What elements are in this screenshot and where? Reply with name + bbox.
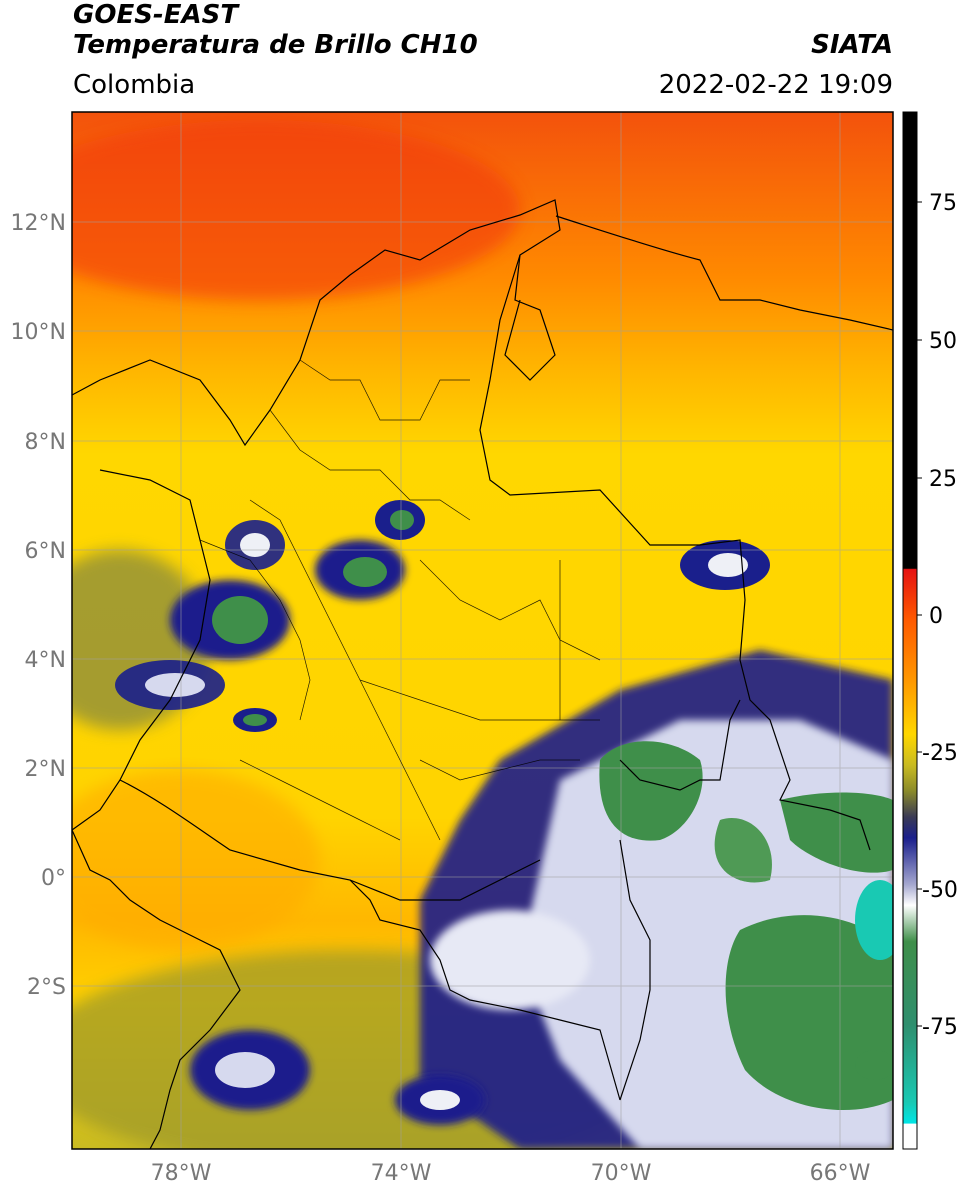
lon-tick-label: 78°W (151, 1161, 212, 1186)
lon-tick-label: 66°W (810, 1161, 871, 1186)
graticule (72, 112, 893, 1149)
title-product: Temperatura de Brillo CH10 (73, 30, 478, 60)
colorbar-tick-label: -75 (922, 1015, 958, 1040)
lat-tick-label: 12°N (11, 211, 66, 236)
colorbar-tick-label: 50 (929, 329, 957, 354)
colorbar-tick-label: -25 (922, 741, 958, 766)
colorbar-tick-label: 25 (929, 467, 957, 492)
colorbar-tick-label: -50 (922, 878, 958, 903)
colorbar-tick-label: 75 (929, 191, 957, 216)
lat-tick-label: 2°N (25, 757, 66, 782)
lat-tick-label: 0° (41, 866, 66, 891)
lat-tick-label: 6°N (25, 539, 66, 564)
region-label: Colombia (73, 70, 196, 100)
organization-label: SIATA (811, 30, 893, 60)
lon-tick-label: 74°W (371, 1161, 432, 1186)
colorbar-tick-label: 0 (929, 604, 943, 629)
lat-tick-label: 10°N (11, 320, 66, 345)
lat-tick-label: 8°N (25, 430, 66, 455)
map-frame (71, 111, 894, 1150)
title-satellite: GOES-EAST (73, 0, 239, 30)
lon-tick-label: 70°W (591, 1161, 652, 1186)
country-borders (72, 199, 893, 1149)
lat-tick-label: 2°S (27, 975, 66, 1000)
department-borders (199, 359, 601, 841)
brightness-temperature-field (72, 112, 893, 1149)
colorbar-gradient (902, 111, 918, 1150)
lat-tick-label: 4°N (25, 648, 66, 673)
colorbar: 75 50 25 0 -25 -50 -75 (902, 111, 958, 1150)
datetime-label: 2022-02-22 19:09 (658, 70, 893, 100)
